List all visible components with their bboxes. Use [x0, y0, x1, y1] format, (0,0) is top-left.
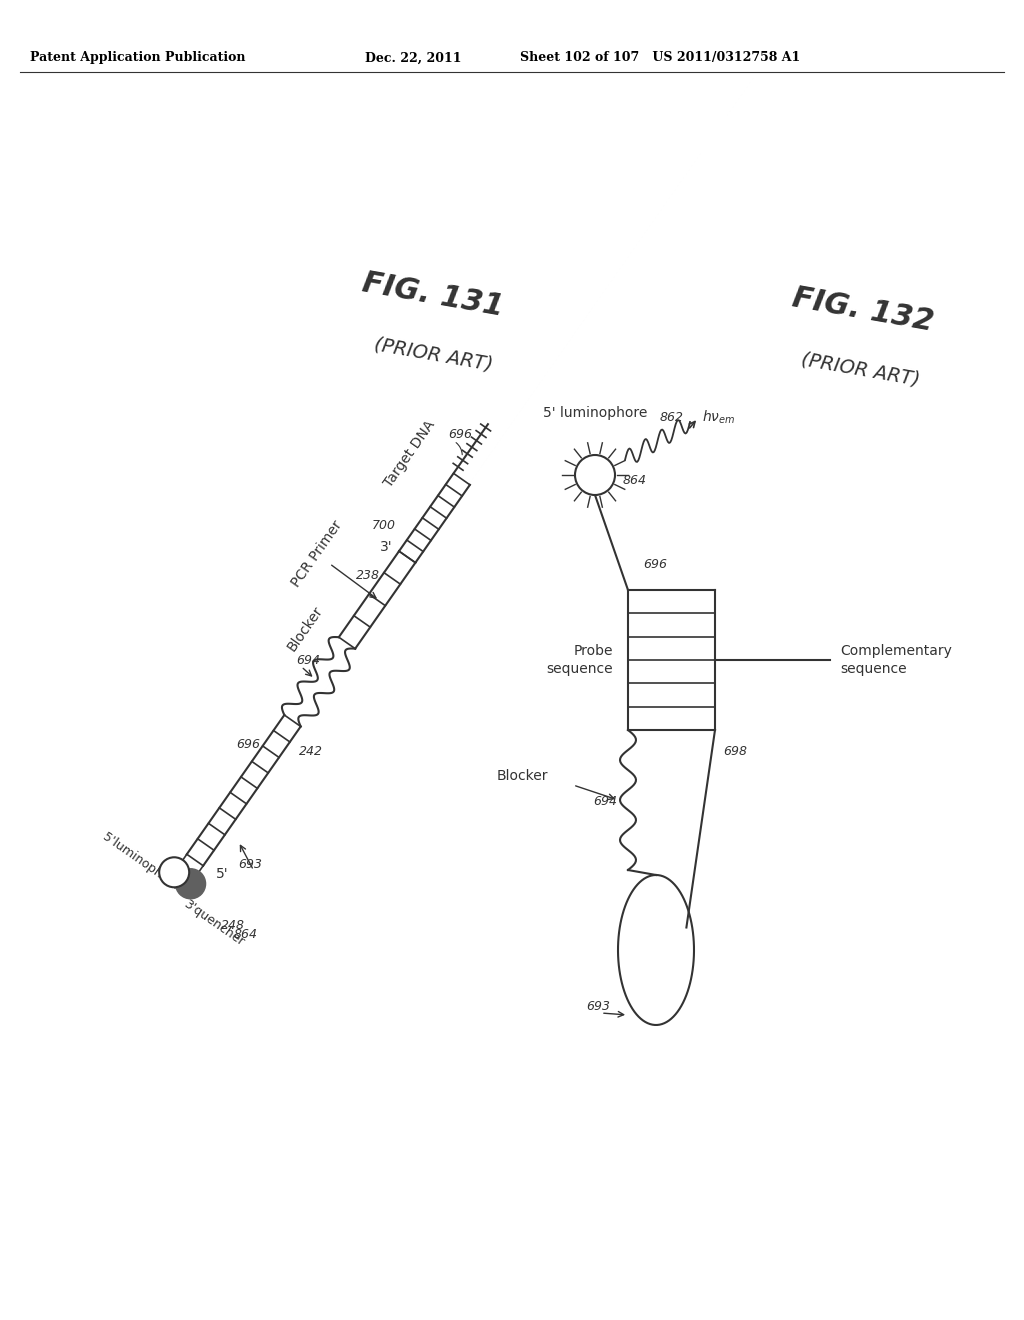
Circle shape [159, 857, 189, 887]
Text: Sheet 102 of 107   US 2011/0312758 A1: Sheet 102 of 107 US 2011/0312758 A1 [520, 51, 800, 65]
Text: (PRIOR ART): (PRIOR ART) [800, 350, 922, 389]
Circle shape [175, 869, 206, 899]
Circle shape [575, 455, 615, 495]
Text: 696: 696 [447, 428, 472, 441]
Text: 5': 5' [216, 867, 228, 880]
Text: 5' luminophore: 5' luminophore [543, 407, 647, 420]
Text: 248: 248 [221, 919, 245, 932]
Text: 696: 696 [237, 738, 260, 751]
Text: 5'luminophore: 5'luminophore [99, 830, 181, 892]
Text: Dec. 22, 2011: Dec. 22, 2011 [365, 51, 462, 65]
Text: 693: 693 [586, 1001, 610, 1012]
Text: 242: 242 [299, 744, 324, 758]
Text: Probe
sequence: Probe sequence [547, 644, 613, 676]
Text: Patent Application Publication: Patent Application Publication [30, 51, 246, 65]
Text: 698: 698 [723, 744, 746, 758]
Text: 3': 3' [380, 540, 392, 554]
Text: PCR Primer: PCR Primer [290, 517, 345, 589]
Text: $h\nu_{em}$: $h\nu_{em}$ [702, 408, 735, 425]
Text: 696: 696 [643, 558, 667, 572]
Text: 862: 862 [660, 411, 684, 424]
Text: 864: 864 [623, 474, 647, 487]
Text: 700: 700 [372, 519, 395, 532]
Text: 238: 238 [356, 569, 380, 582]
Text: 694: 694 [593, 795, 617, 808]
Text: Blocker: Blocker [497, 770, 548, 783]
Text: (PRIOR ART): (PRIOR ART) [373, 335, 495, 375]
Text: 693: 693 [239, 858, 262, 871]
Text: 3'quencher: 3'quencher [180, 896, 246, 948]
Text: Target DNA: Target DNA [382, 418, 438, 490]
Text: 694: 694 [296, 653, 321, 667]
Text: FIG. 131: FIG. 131 [360, 268, 506, 322]
Text: Complementary
sequence: Complementary sequence [840, 644, 952, 676]
Text: Blocker: Blocker [285, 603, 326, 653]
Text: 864: 864 [233, 928, 258, 941]
Text: FIG. 132: FIG. 132 [790, 284, 936, 337]
